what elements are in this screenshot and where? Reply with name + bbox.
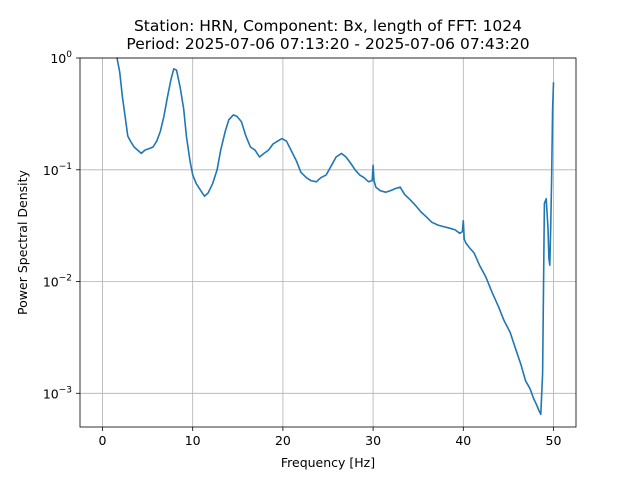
grid-lines [80,57,576,427]
y-tick-label: 10−2 [43,274,72,290]
y-tick-label-exponent: −3 [59,385,72,395]
series-layer [116,57,555,416]
y-tick-label-exponent: −2 [59,274,72,284]
y-tick-label-base: 10 [43,275,59,290]
x-tick-label: 40 [455,433,471,448]
y-tick-label-exponent: 0 [66,50,72,60]
y-tick-label-base: 10 [43,163,59,178]
y-tick-label: 100 [50,50,72,66]
x-tick-label: 30 [365,433,381,448]
x-tick-label: 0 [99,433,107,448]
y-axis-label: Power Spectral Density [15,169,30,314]
x-tick-label: 20 [275,433,291,448]
x-tick-label: 10 [185,433,201,448]
plot-frame [79,57,577,428]
y-tick-label-exponent: −1 [59,162,72,172]
chart-subtitle: Period: 2025-07-06 07:13:20 - 2025-07-06… [126,35,529,53]
chart-title: Station: HRN, Component: Bx, length of F… [134,17,522,35]
psd-series-line [116,57,555,416]
x-axis-label: Frequency [Hz] [281,455,375,470]
y-tick-label: 10−3 [43,385,72,401]
y-tick-label-base: 10 [50,51,66,66]
x-tick-label: 50 [546,433,562,448]
y-tick-label-base: 10 [43,386,59,401]
y-tick-label: 10−1 [43,162,72,178]
